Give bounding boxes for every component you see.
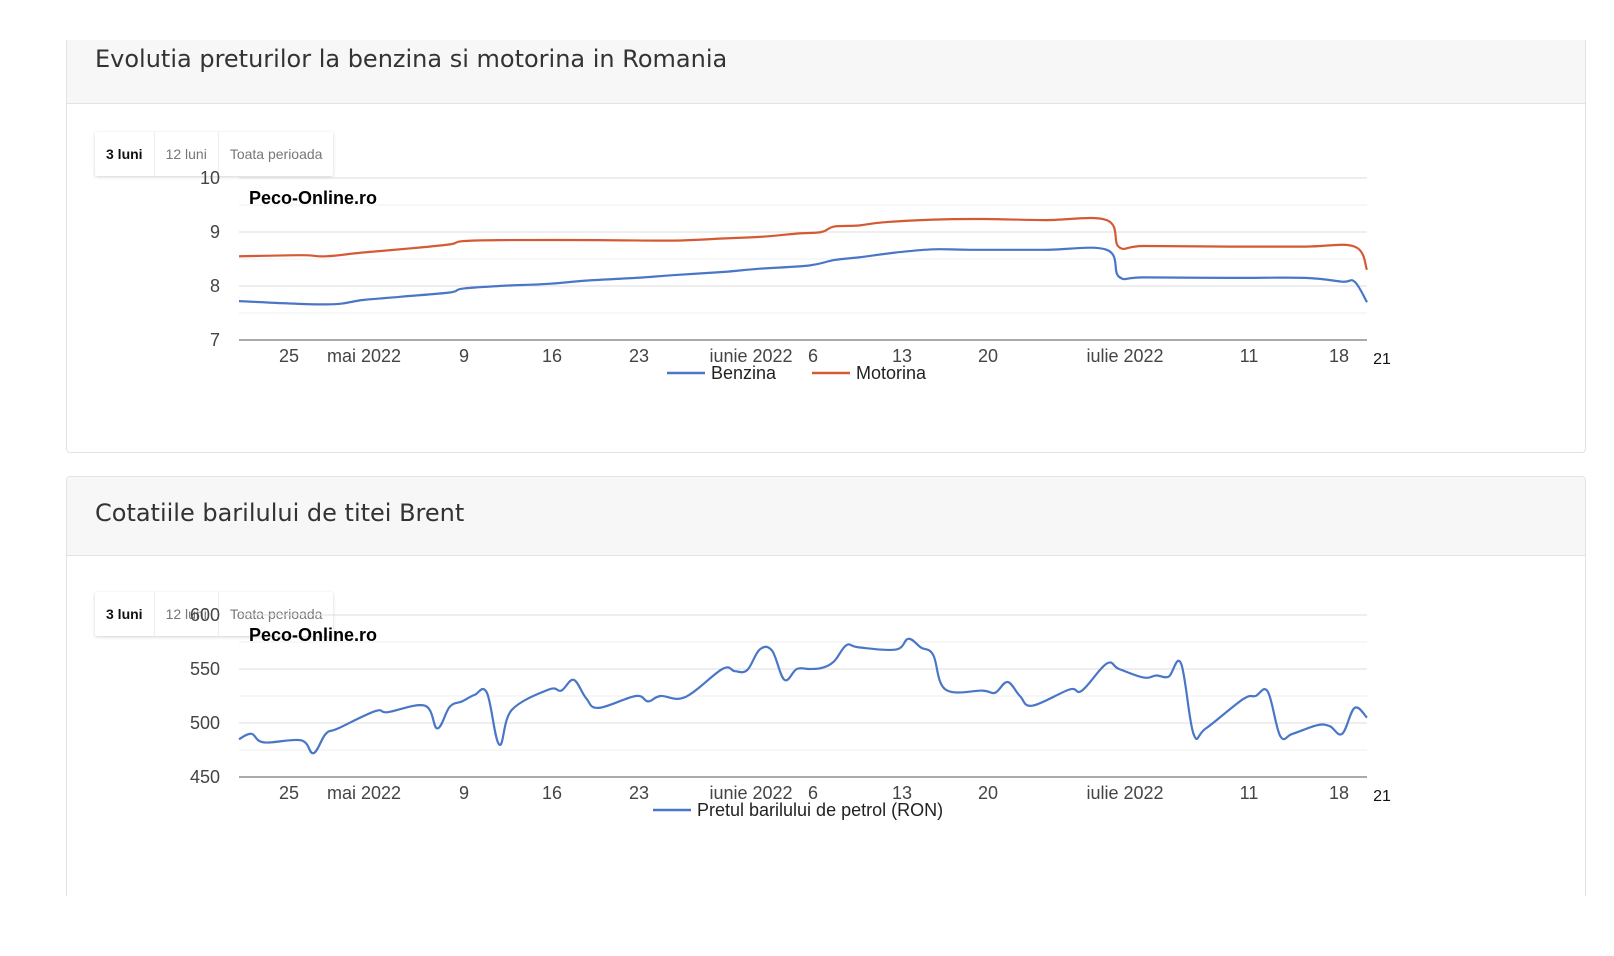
watermark-text: Peco-Online.ro: [249, 625, 377, 645]
x-tick-label: 18: [1329, 346, 1349, 366]
x-tick-label: 16: [542, 346, 562, 366]
x-tick-label: 13: [892, 783, 912, 803]
series-line-motorina: [238, 216, 1369, 271]
x-tick-label: 13: [892, 346, 912, 366]
x-tick-label: 23: [629, 783, 649, 803]
x-tick-label: iulie 2022: [1086, 346, 1163, 366]
legend-label: Benzina: [711, 363, 777, 383]
y-tick-label: 500: [190, 713, 220, 733]
fuel-prices-panel: Evolutia preturilor la benzina si motori…: [66, 40, 1586, 453]
x-tick-label: 25: [279, 346, 299, 366]
brent-price-panel: Cotatiile barilului de titei Brent 3 lun…: [66, 476, 1586, 896]
y-tick-label: 600: [190, 605, 220, 625]
y-tick-label: 550: [190, 659, 220, 679]
range-tabs: 3 luni 12 luni Toata perioada: [95, 132, 334, 176]
panel-title: Cotatiile barilului de titei Brent: [95, 499, 465, 527]
x-tick-label: mai 2022: [327, 783, 401, 803]
tab-12-luni[interactable]: 12 luni: [155, 592, 219, 636]
tab-3-luni[interactable]: 3 luni: [95, 592, 155, 636]
x-tick-label: 6: [808, 783, 818, 803]
tab-12-luni[interactable]: 12 luni: [155, 132, 219, 176]
fuel-price-chart: 10 9 8 7 25 mai 2022 9 16 23 iunie 2022 6 13 20 iulie…: [200, 168, 1391, 383]
brent-price-chart: 600 550 500 450 25 mai 2022 9 16 23 iunie 2022 6 13…: [190, 605, 1391, 820]
tab-toata-perioada[interactable]: Toata perioada: [229, 146, 323, 162]
watermark-text: Peco-Online.ro: [249, 188, 377, 208]
x-tick-label: 20: [978, 346, 998, 366]
x-tick-label: 20: [978, 783, 998, 803]
x-tick-label: 21: [1373, 788, 1391, 805]
tab-3-luni[interactable]: 3 luni: [95, 132, 155, 176]
legend-label: Pretul barilului de petrol (RON): [697, 800, 943, 820]
x-tick-label: 9: [459, 783, 469, 803]
x-tick-label: 18: [1329, 783, 1349, 803]
x-tick-label: 25: [279, 783, 299, 803]
x-tick-label: 21: [1373, 351, 1391, 368]
series-line-pretul-barilului-de-petrol-ron: [238, 637, 1368, 755]
tab-toata-perioada[interactable]: Toata perioada: [229, 606, 323, 622]
y-tick-label: 9: [210, 222, 220, 242]
x-tick-label: 9: [459, 346, 469, 366]
panel-title: Evolutia preturilor la benzina si motori…: [95, 45, 728, 73]
legend-label: Motorina: [856, 363, 927, 383]
series-line-benzina: [238, 246, 1368, 306]
panel-header: Evolutia preturilor la benzina si motori…: [67, 40, 1585, 104]
y-tick-label: 450: [190, 767, 220, 787]
x-tick-label: mai 2022: [327, 346, 401, 366]
y-tick-label: 10: [200, 168, 220, 188]
x-tick-label: iunie 2022: [709, 783, 792, 803]
x-tick-label: 6: [808, 346, 818, 366]
x-tick-label: 16: [542, 783, 562, 803]
x-tick-label: 11: [1240, 346, 1259, 366]
panel-header: Cotatiile barilului de titei Brent: [67, 477, 1585, 556]
x-tick-label: iunie 2022: [709, 346, 792, 366]
y-tick-label: 8: [210, 276, 220, 296]
x-tick-label: iulie 2022: [1086, 783, 1163, 803]
range-tabs: 3 luni 12 luni Toata perioada: [95, 592, 334, 636]
y-tick-label: 7: [210, 330, 220, 350]
x-tick-label: 11: [1240, 783, 1259, 803]
x-tick-label: 23: [629, 346, 649, 366]
